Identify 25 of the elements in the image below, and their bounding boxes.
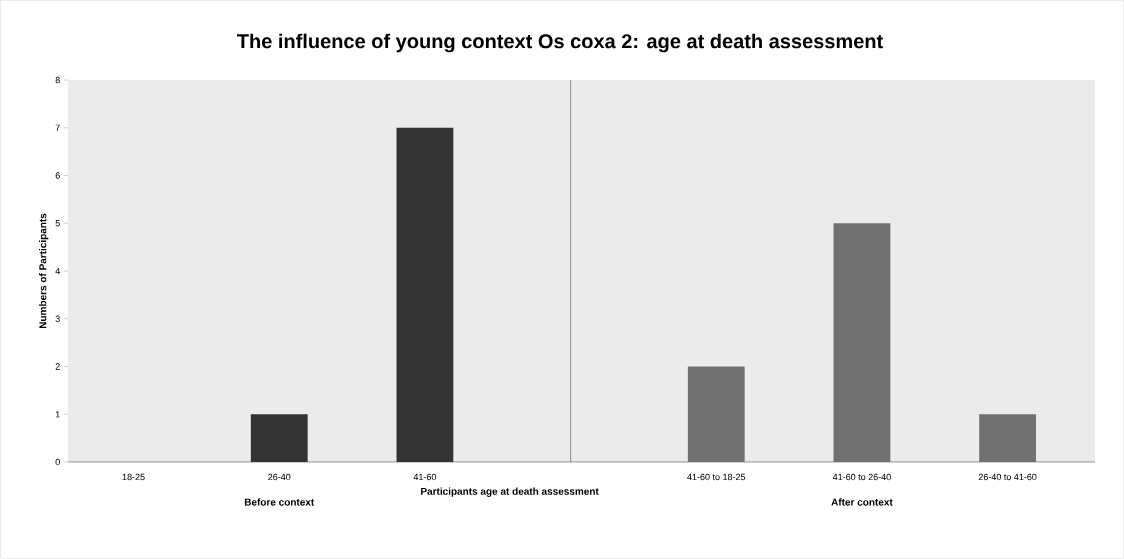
bar [396,127,454,462]
x-axis-title: Participants age at death assessment [421,487,599,497]
text: After context [831,498,893,506]
bar [979,414,1037,462]
y-tick-label: 8 [55,76,60,84]
y-tick-label: 6 [55,172,60,179]
x-tick-label: 26-40 [268,473,291,481]
y-tick-label: 1 [55,411,60,418]
y-tick-label: 0 [55,458,60,466]
bar [833,223,891,462]
x-tick-label: 18-25 [122,473,145,481]
y-tick-label: 4 [55,267,60,275]
x-tick-label: 41-60 to 18-25 [687,473,746,481]
chart-title: The influence of young context Os coxa 2: age at death assessment [237,33,883,53]
bar [687,366,745,462]
y-tick-label: 7 [55,124,60,131]
x-tick-label: 26-40 to 41-60 [978,473,1037,481]
text: Before context [244,498,315,506]
y-tick-label: 2 [55,363,60,370]
x-tick-label: 41-60 [413,473,437,481]
y-axis-title: Numbers of Participants [39,213,49,329]
bar [250,414,308,462]
y-tick-label: 5 [55,220,60,227]
x-tick-label: 41-60 to 26-40 [832,473,891,481]
y-tick-label: 3 [55,315,60,322]
